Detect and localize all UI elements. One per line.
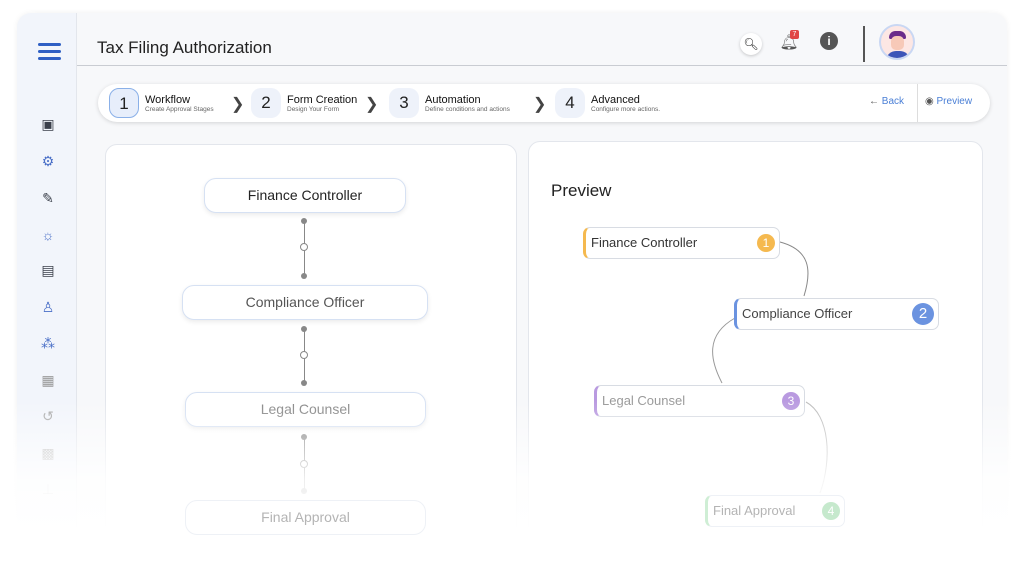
preview-label: Preview xyxy=(936,96,973,107)
eye-icon: ◉ xyxy=(925,96,934,107)
dashboard-icon[interactable]: ▣ xyxy=(41,116,55,132)
divider xyxy=(917,84,918,122)
step-number: 4 xyxy=(555,88,585,118)
automation-icon[interactable]: ☼ xyxy=(41,227,55,243)
menu-icon[interactable] xyxy=(38,43,61,64)
user-settings-icon[interactable]: ♙ xyxy=(41,299,55,315)
notification-badge: 7 xyxy=(790,30,799,39)
stepper: 1 Workflow Create Approval Stages ❯ 2 Form … xyxy=(98,84,990,122)
workflow-node[interactable]: Compliance Officer xyxy=(182,285,428,320)
step-subtitle: Configure more actions. xyxy=(591,105,661,113)
document-icon[interactable]: ▤ xyxy=(41,262,55,278)
blocks-icon[interactable]: ▦ xyxy=(41,372,55,388)
search-icon[interactable]: 🔍︎ xyxy=(740,33,762,55)
step-number: 2 xyxy=(251,88,281,118)
add-step-icon[interactable] xyxy=(300,243,308,251)
back-button[interactable]: ← Back xyxy=(869,96,904,107)
info-icon[interactable]: i xyxy=(820,32,838,50)
node-badge: 1 xyxy=(757,234,775,252)
node-label: Finance Controller xyxy=(591,235,698,250)
chevron-right-icon: ❯ xyxy=(533,96,547,113)
chevron-right-icon: ❯ xyxy=(231,96,245,113)
add-step-icon[interactable] xyxy=(300,351,308,359)
chevron-right-icon: ❯ xyxy=(365,96,379,113)
back-label: Back xyxy=(881,96,905,107)
step-automation[interactable]: 3 Automation Define conditions and actions xyxy=(389,88,510,118)
workflow-node[interactable]: Finance Controller xyxy=(204,178,406,213)
step-title: Form Creation xyxy=(287,93,358,106)
preview-node[interactable]: Compliance Officer 2 xyxy=(734,298,939,330)
step-workflow[interactable]: 1 Workflow Create Approval Stages xyxy=(109,88,214,118)
step-subtitle: Design Your Form xyxy=(287,105,340,113)
step-title: Automation xyxy=(425,93,481,106)
workflow-node[interactable]: Final Approval xyxy=(185,500,426,535)
node-label: Final Approval xyxy=(713,503,796,518)
header-divider xyxy=(863,26,865,62)
header-divider-line xyxy=(77,65,1007,66)
connector xyxy=(712,317,736,384)
step-advanced[interactable]: 4 Advanced Configure more actions. xyxy=(555,88,660,118)
node-badge: 4 xyxy=(822,502,840,520)
step-title: Advanced xyxy=(591,93,640,106)
step-number: 1 xyxy=(109,88,139,118)
preview-node[interactable]: Final Approval 4 xyxy=(705,495,845,527)
bell-icon[interactable]: 🔔︎ 7 xyxy=(779,30,799,51)
preview-title: Preview xyxy=(551,181,612,200)
connector xyxy=(779,241,809,297)
workflow-icon[interactable]: ⚙ xyxy=(41,153,55,169)
fade-overlay xyxy=(0,400,1024,576)
node-badge: 2 xyxy=(912,303,934,325)
page-title: Tax Filing Authorization xyxy=(97,38,272,57)
step-subtitle: Create Approval Stages xyxy=(145,105,214,113)
network-icon[interactable]: ⁂ xyxy=(41,335,55,351)
preview-node[interactable]: Finance Controller 1 xyxy=(583,227,780,259)
step-title: Workflow xyxy=(145,93,191,106)
preview-button[interactable]: ◉ Preview xyxy=(925,96,972,107)
arrow-left-icon: ← xyxy=(869,96,879,107)
avatar[interactable] xyxy=(879,24,915,60)
node-label: Compliance Officer xyxy=(742,306,853,321)
step-subtitle: Define conditions and actions xyxy=(425,105,510,113)
form-edit-icon[interactable]: ✎ xyxy=(42,190,54,206)
step-number: 3 xyxy=(389,88,419,118)
step-form-creation[interactable]: 2 Form Creation Design Your Form xyxy=(251,88,357,118)
